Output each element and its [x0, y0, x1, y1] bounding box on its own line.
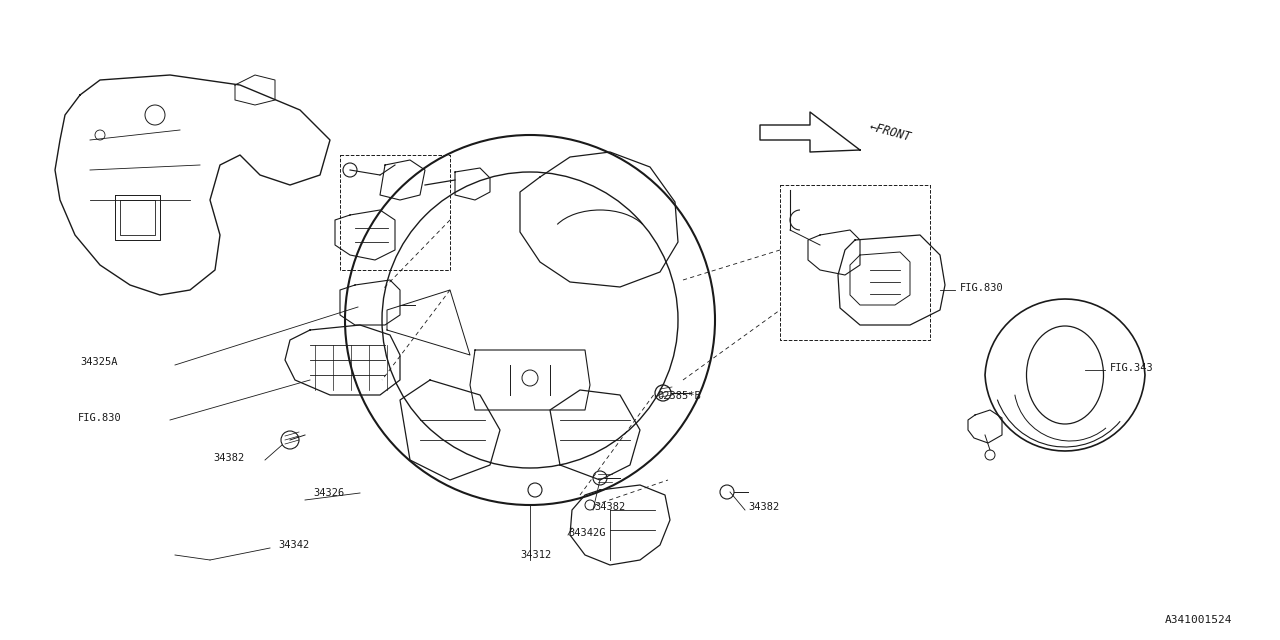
- Text: 02385*B: 02385*B: [657, 391, 700, 401]
- Text: FIG.830: FIG.830: [78, 413, 122, 423]
- Text: 34326: 34326: [314, 488, 344, 498]
- Text: 34382: 34382: [212, 453, 244, 463]
- Text: 34342G: 34342G: [568, 528, 605, 538]
- Text: 34382: 34382: [594, 502, 625, 512]
- Text: FIG.830: FIG.830: [960, 283, 1004, 293]
- Text: A341001524: A341001524: [1165, 615, 1233, 625]
- Text: 34312: 34312: [520, 550, 552, 560]
- Text: ←FRONT: ←FRONT: [868, 120, 913, 144]
- Text: FIG.343: FIG.343: [1110, 363, 1153, 373]
- Text: 34382: 34382: [748, 502, 780, 512]
- Text: 34325A: 34325A: [79, 357, 118, 367]
- Text: 34342: 34342: [278, 540, 310, 550]
